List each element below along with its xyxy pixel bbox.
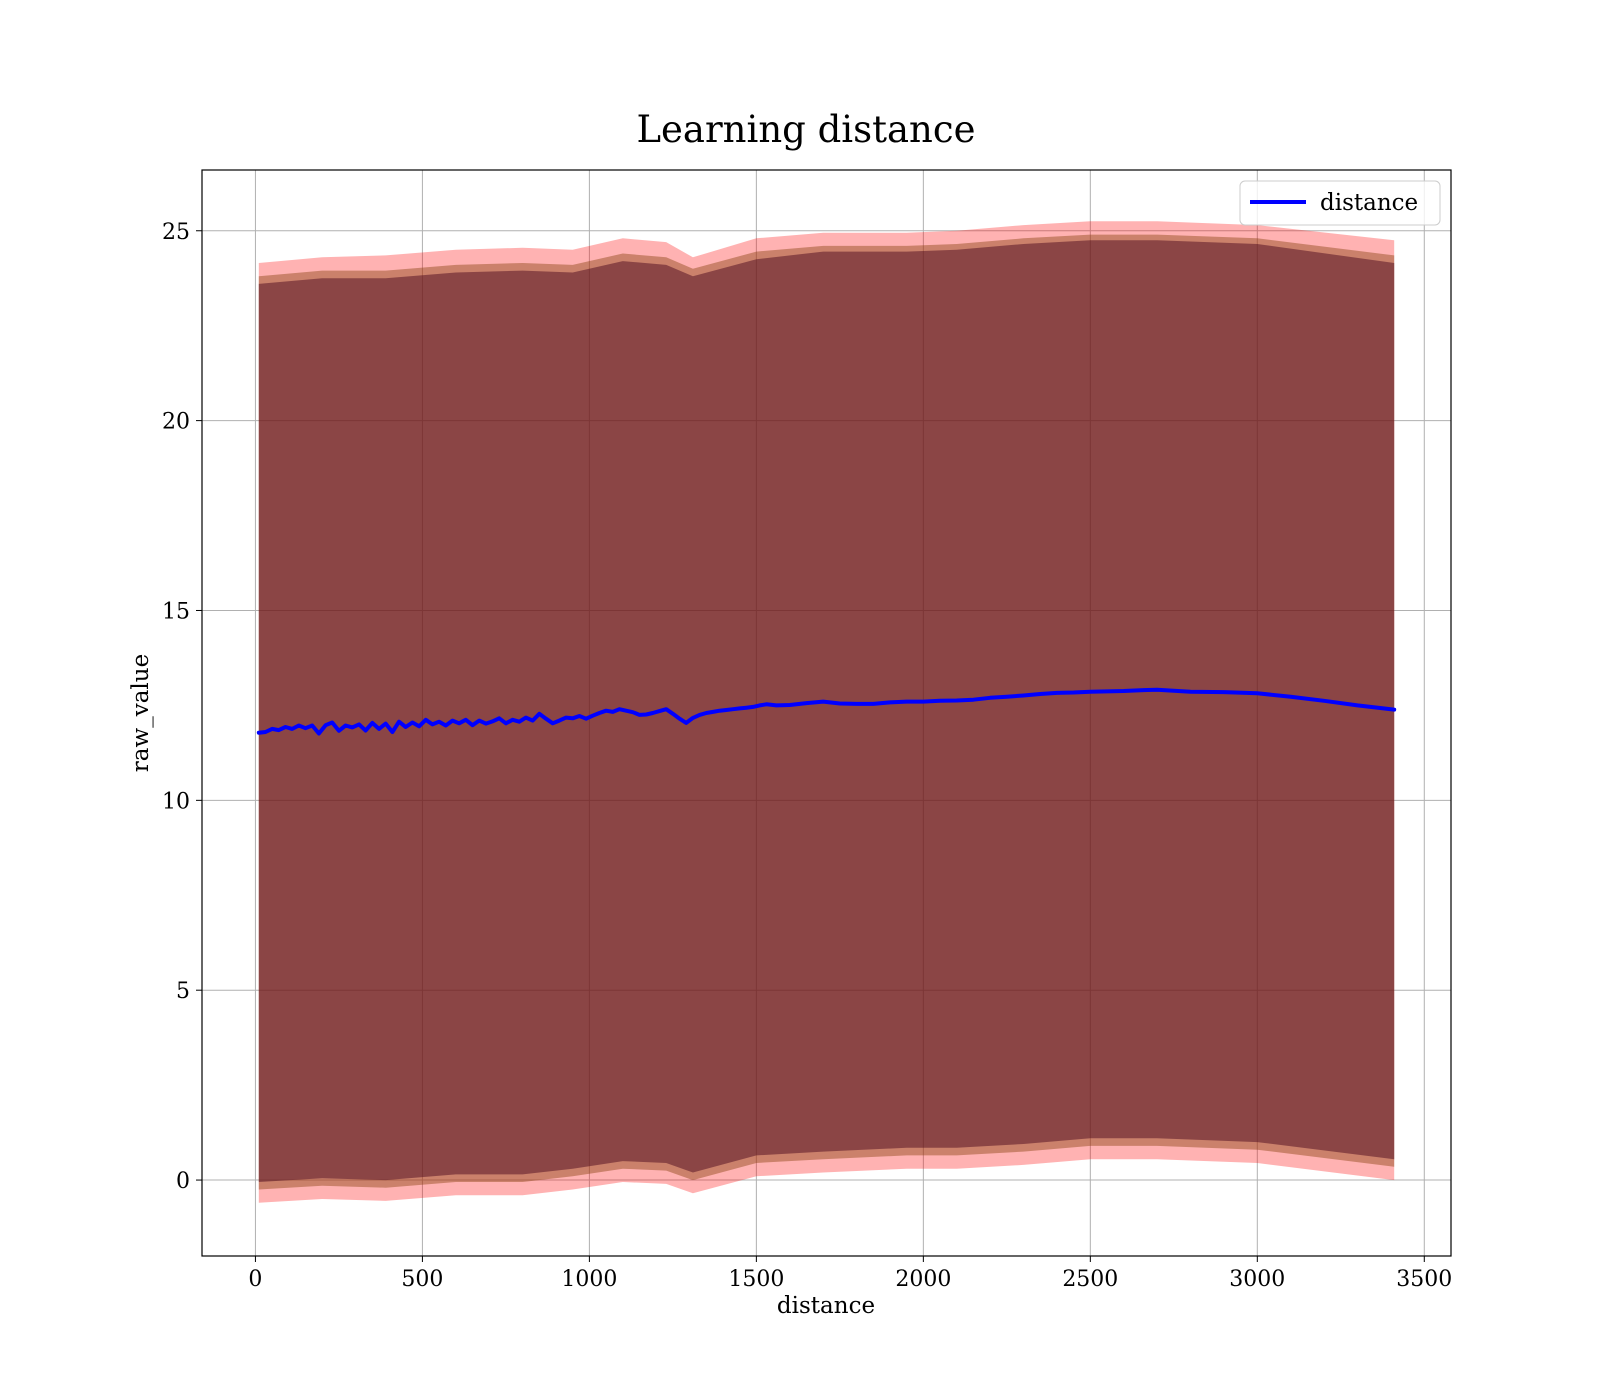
series-line-distance [256, 687, 1397, 736]
y-tick-label: 15 [162, 599, 190, 624]
tick-layer: 0 500 1000 1500 2000 2500 3000 3500 0 5 10 15 20 25 [162, 220, 1452, 1292]
x-tick-label: 1000 [561, 1267, 617, 1292]
confidence-band-3 [258, 240, 1395, 1182]
x-tick-label: 3500 [1396, 1267, 1452, 1292]
x-tick-label: 3000 [1229, 1267, 1285, 1292]
legend-label-distance: distance [1320, 190, 1418, 216]
x-tick-label: 0 [248, 1267, 262, 1292]
y-tick-label: 0 [176, 1169, 190, 1194]
x-axis-label: distance [777, 1293, 875, 1319]
legend: distance [1239, 180, 1441, 226]
y-tick-label: 10 [162, 789, 190, 814]
x-tick-label: 2000 [895, 1267, 951, 1292]
y-tick-label: 20 [162, 410, 190, 435]
plot-frame [201, 169, 1452, 1257]
band-layer [258, 221, 1395, 1203]
x-tick-label: 1500 [728, 1267, 784, 1292]
y-axis-label: raw_value [128, 654, 154, 772]
y-tick-label: 5 [176, 979, 190, 1004]
chart-title: Learning distance [636, 108, 975, 151]
x-tick-label: 500 [401, 1267, 443, 1292]
legend-frame [1239, 180, 1441, 226]
x-tick-label: 2500 [1062, 1267, 1118, 1292]
series-layer [256, 687, 1397, 736]
y-tick-label: 25 [162, 220, 190, 245]
